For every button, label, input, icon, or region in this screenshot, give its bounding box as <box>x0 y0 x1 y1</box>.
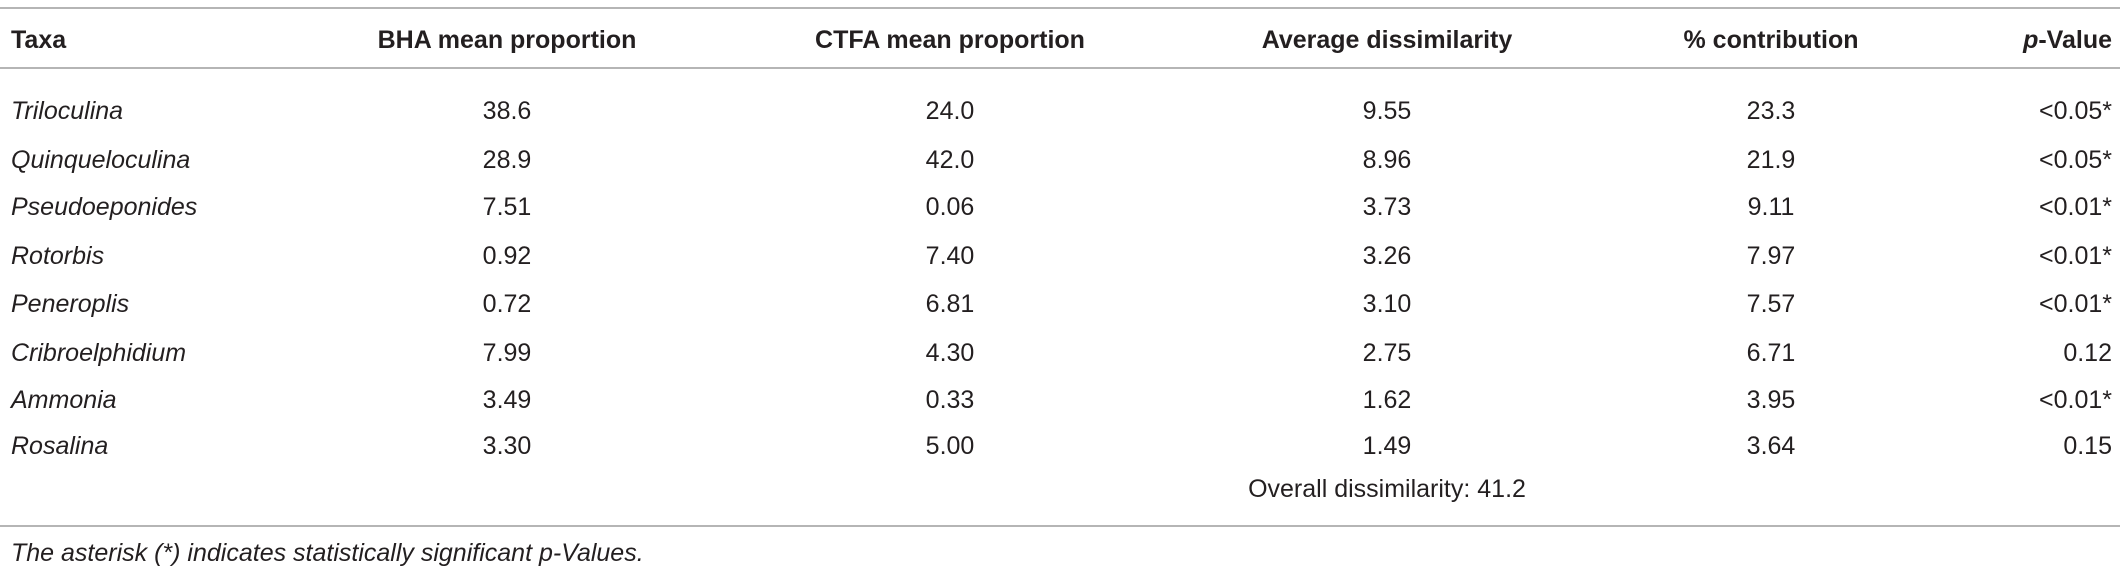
value-cell: 5.00 <box>925 432 975 460</box>
value-cell: <0.01* <box>2039 386 2112 414</box>
value-cell: 0.33 <box>925 386 975 414</box>
value-cell: 0.72 <box>482 290 532 318</box>
value-cell: <0.05* <box>2039 146 2112 174</box>
header-text: -Value <box>2038 26 2112 54</box>
taxon-cell: Rosalina <box>11 432 109 460</box>
value-cell: 3.49 <box>482 386 532 414</box>
taxon-cell: Quinqueloculina <box>11 146 191 174</box>
value-cell: 0.12 <box>2063 339 2112 367</box>
value-cell: <0.05* <box>2039 97 2112 125</box>
value-cell: 24.0 <box>925 97 975 125</box>
value-cell: <0.01* <box>2039 290 2112 318</box>
value-cell: 8.96 <box>1362 146 1412 174</box>
header-italic: p <box>2023 26 2039 54</box>
value-cell: 9.55 <box>1362 97 1412 125</box>
overall-cell: Overall dissimilarity: 41.2 <box>1248 475 1526 503</box>
value-cell: 3.64 <box>1746 432 1796 460</box>
value-cell: 2.75 <box>1362 339 1412 367</box>
value-cell: 3.95 <box>1746 386 1796 414</box>
taxon-cell: Ammonia <box>11 386 117 414</box>
value-cell: 9.11 <box>1747 193 1795 221</box>
value-cell: 0.92 <box>482 242 532 270</box>
header-cell: Average dissimilarity <box>1261 26 1513 54</box>
value-cell: 7.57 <box>1746 290 1796 318</box>
value-cell: 7.97 <box>1746 242 1796 270</box>
header-cell: BHA mean proportion <box>377 26 637 54</box>
value-cell: 1.62 <box>1362 386 1412 414</box>
value-cell: 4.30 <box>925 339 975 367</box>
value-cell: <0.01* <box>2039 242 2112 270</box>
header-cell: p-Value <box>2023 25 2112 55</box>
value-cell: 7.40 <box>925 242 975 270</box>
value-cell: 6.81 <box>925 290 975 318</box>
taxon-cell: Pseudoeponides <box>11 193 198 221</box>
header-cell: CTFA mean proportion <box>815 26 1085 54</box>
value-cell: 3.73 <box>1362 193 1412 221</box>
taxon-cell: Cribroelphidium <box>11 339 187 367</box>
value-cell: 0.15 <box>2063 432 2112 460</box>
taxon-cell: Rotorbis <box>11 242 105 270</box>
value-cell: 3.26 <box>1362 242 1412 270</box>
value-cell: <0.01* <box>2039 193 2112 221</box>
taxon-cell: Triloculina <box>11 97 124 125</box>
value-cell: 7.99 <box>482 339 532 367</box>
value-cell: 42.0 <box>925 146 975 174</box>
top-rule <box>0 7 2120 9</box>
value-cell: 0.06 <box>925 193 975 221</box>
value-cell: 3.30 <box>482 432 532 460</box>
bottom-rule <box>0 525 2120 527</box>
value-cell: 21.9 <box>1746 146 1796 174</box>
value-cell: 28.9 <box>482 146 532 174</box>
value-cell: 1.49 <box>1362 432 1412 460</box>
value-cell: 23.3 <box>1746 97 1796 125</box>
header-cell: % contribution <box>1683 26 1859 54</box>
header-cell: Taxa <box>11 26 67 54</box>
value-cell: 3.10 <box>1362 290 1412 318</box>
footnote: The asterisk (*) indicates statistically… <box>11 539 644 567</box>
taxon-cell: Peneroplis <box>11 290 130 318</box>
header-rule <box>0 67 2120 69</box>
value-cell: 7.51 <box>482 193 532 221</box>
value-cell: 6.71 <box>1746 339 1796 367</box>
value-cell: 38.6 <box>482 97 532 125</box>
